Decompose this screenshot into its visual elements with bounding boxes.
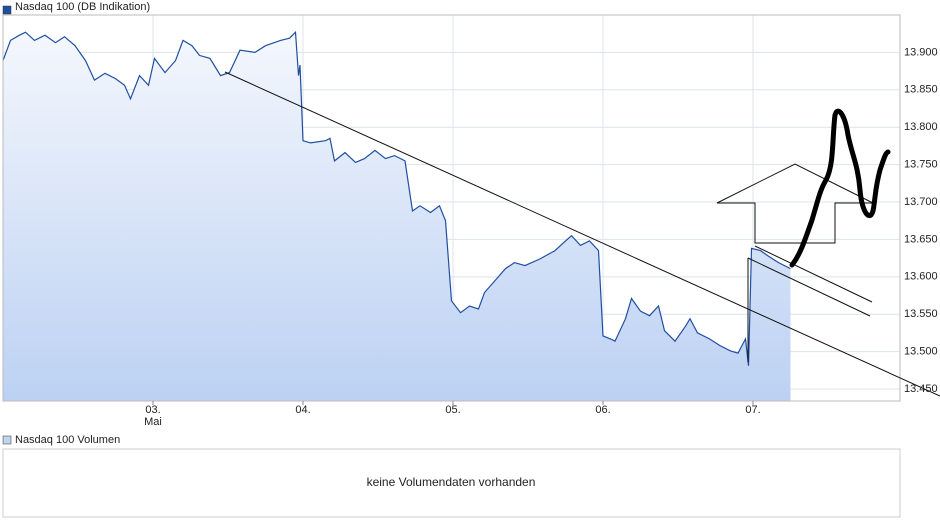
x-tick-label: 03. — [145, 404, 160, 416]
y-tick-label: 13.500 — [904, 346, 938, 358]
area — [3, 32, 791, 401]
month-label: Mai — [144, 416, 162, 428]
y-tick-label: 13.800 — [904, 121, 938, 133]
legend-swatch — [2, 5, 12, 15]
annotations — [224, 71, 940, 397]
volume-message: keine Volumendaten vorhanden — [367, 475, 536, 489]
volume-title: Nasdaq 100 Volumen — [15, 434, 120, 446]
plot-frame — [2, 14, 901, 402]
hand-drawing — [789, 108, 891, 268]
x-tick-label: 06. — [595, 404, 610, 416]
y-tick-label: 13.700 — [904, 196, 938, 208]
y-tick-label: 13.850 — [904, 84, 938, 96]
y-tick-label: 13.550 — [904, 308, 938, 320]
trend-line — [747, 257, 871, 317]
x-tick-label: 07. — [745, 404, 760, 416]
price-line — [2, 30, 791, 366]
volume-panel — [2, 448, 901, 518]
y-tick-label: 13.650 — [904, 233, 938, 245]
x-tick-label: 04. — [295, 404, 310, 416]
y-tick-label: 13.600 — [904, 271, 938, 283]
trend-line — [754, 245, 873, 303]
x-tick-label: 05. — [445, 404, 460, 416]
trend-line — [224, 71, 940, 397]
y-tick-label: 13.750 — [904, 159, 938, 171]
y-tick-label: 13.900 — [904, 46, 938, 58]
y-tick-label: 13.450 — [904, 383, 938, 395]
legend-swatch — [2, 435, 12, 445]
chart-title: Nasdaq 100 (DB Indikation) — [15, 1, 150, 13]
arrow-shape — [716, 163, 874, 244]
